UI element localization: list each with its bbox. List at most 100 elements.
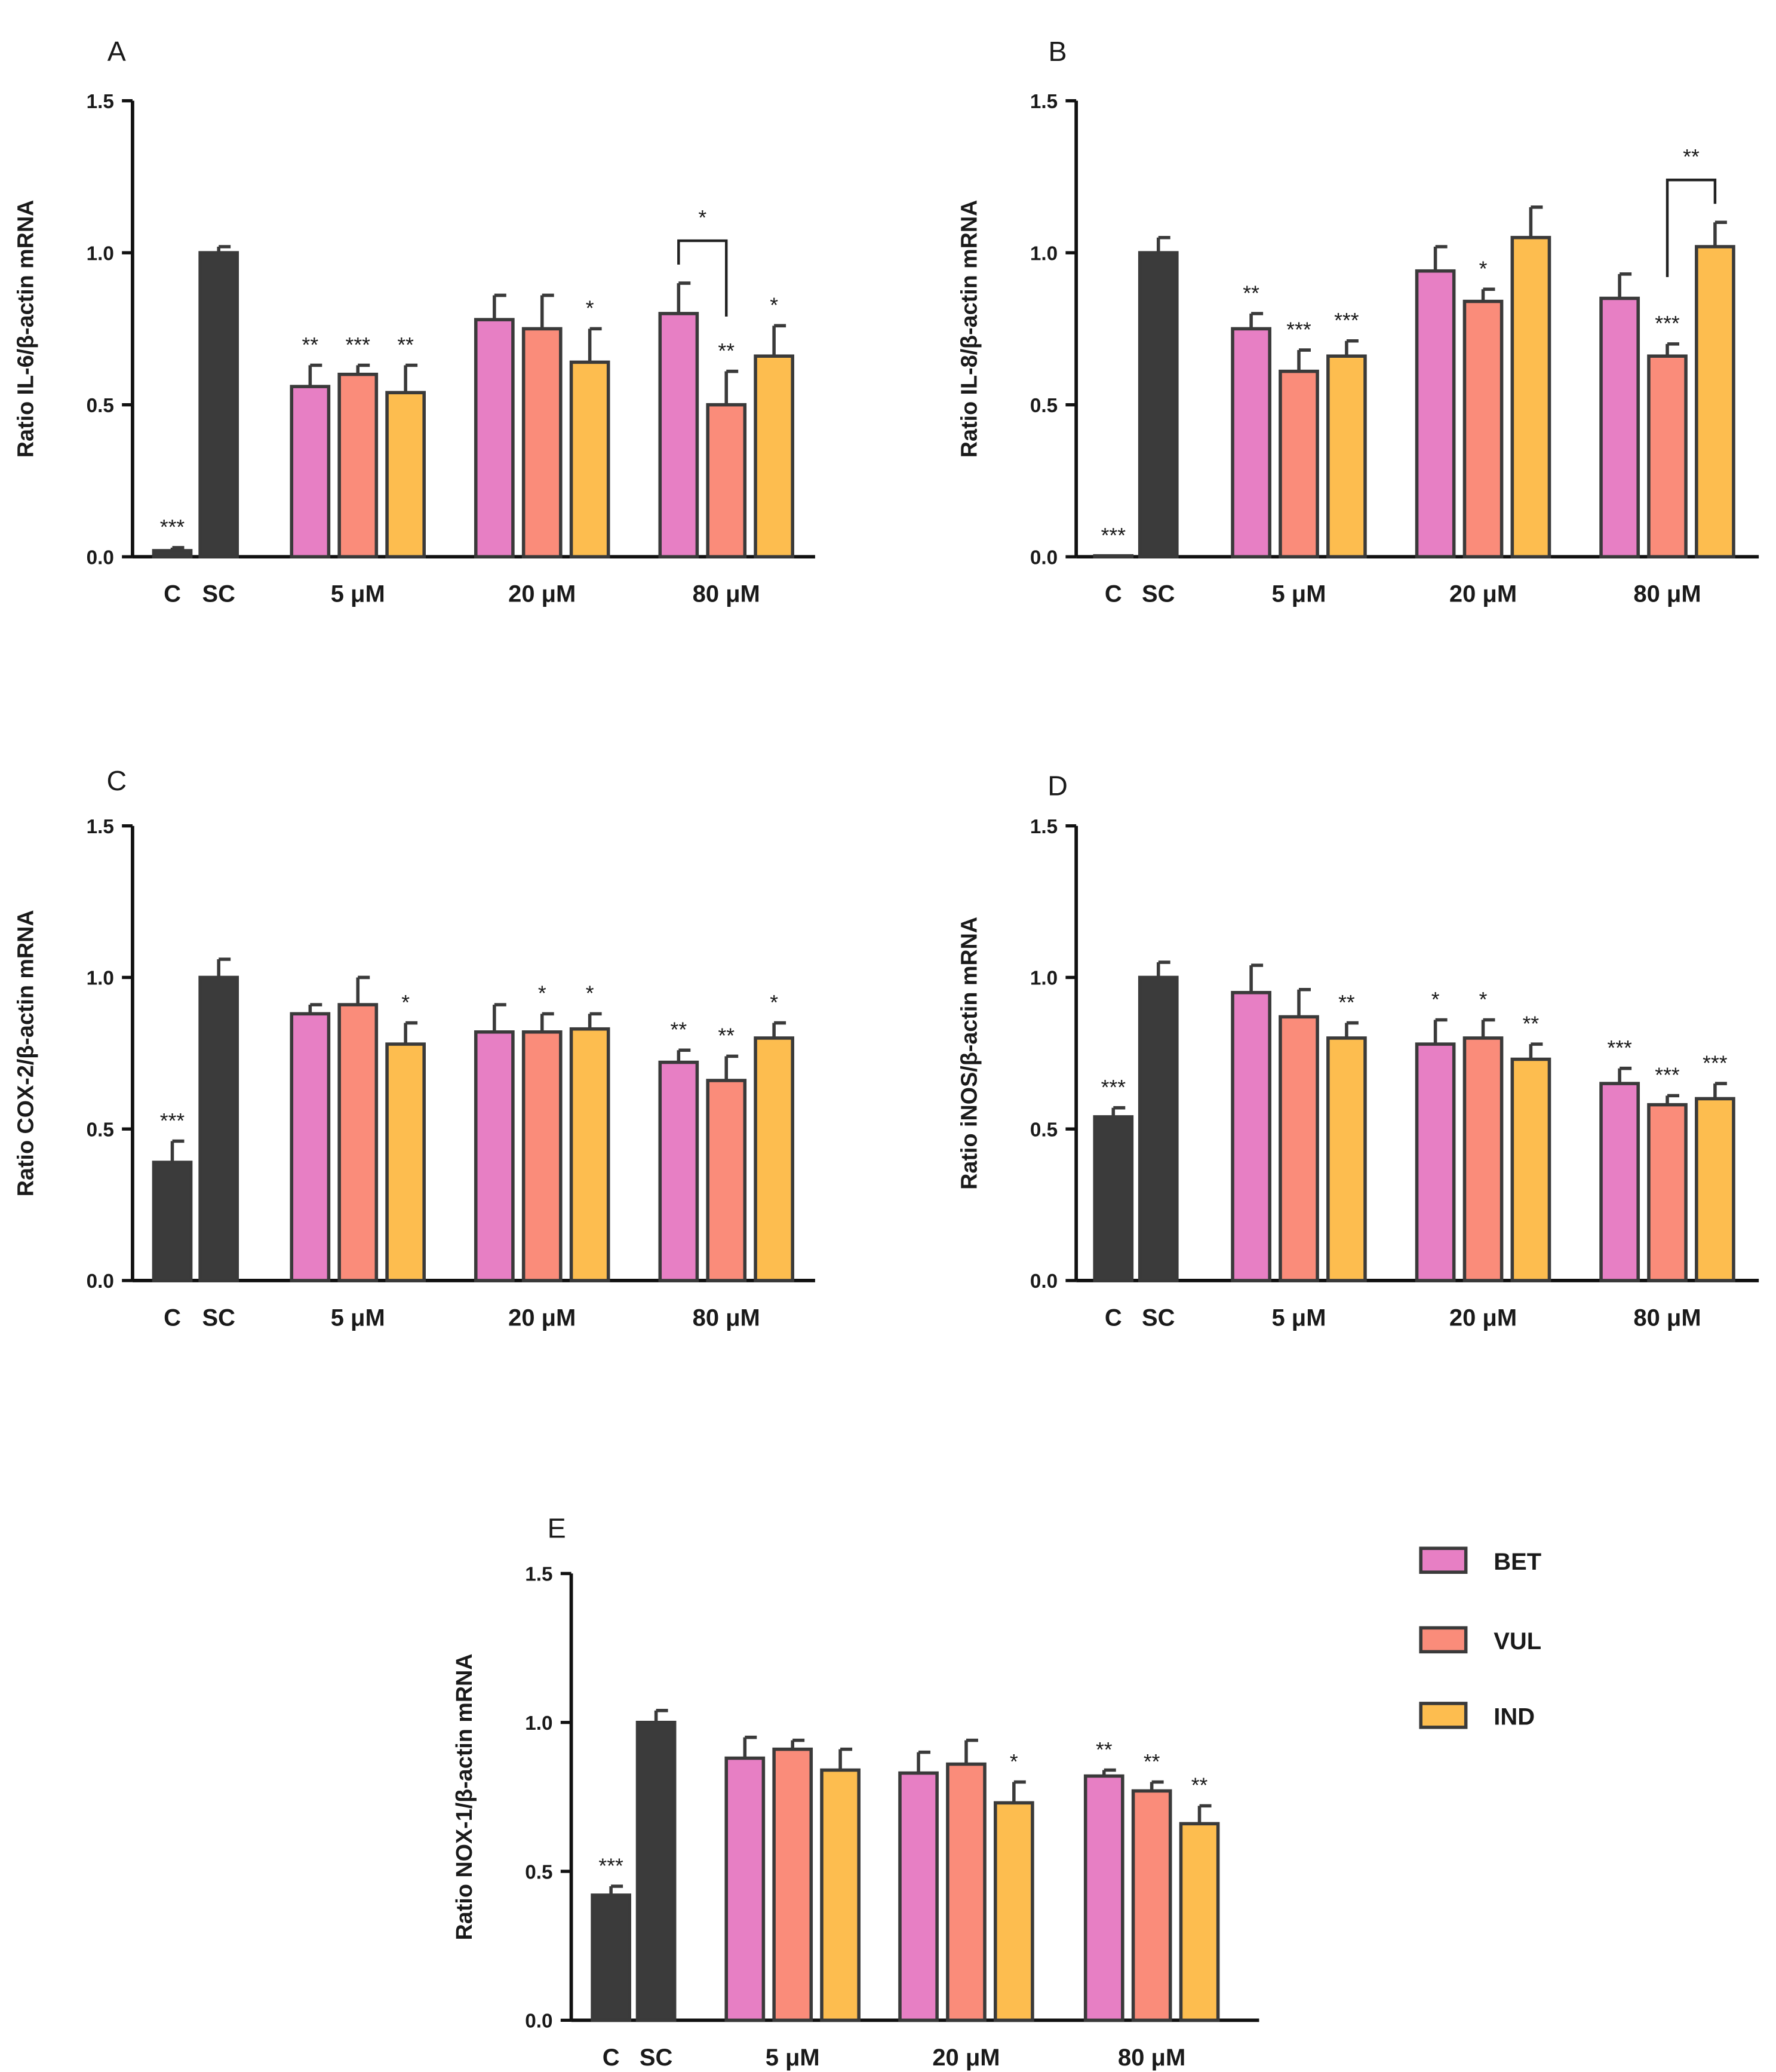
bar-vul <box>1462 299 1504 558</box>
bar-ind <box>1695 1097 1735 1282</box>
significance-label: *** <box>1334 309 1359 333</box>
bar-bet <box>658 1060 699 1282</box>
legend-label: VUL <box>1494 1628 1541 1654</box>
bar-vul <box>946 1762 987 2022</box>
bar-ind <box>569 360 610 558</box>
significance-label: ** <box>1096 1738 1113 1761</box>
significance-label: ** <box>302 333 319 357</box>
x-tick-label: SC <box>202 1304 235 1331</box>
bar-bet <box>724 1756 766 2022</box>
x-tick-label: 20 μM <box>508 581 576 607</box>
y-axis-label: Ratio iNOS/β-actin mRNA <box>957 917 982 1190</box>
significance-label: * <box>770 990 778 1014</box>
significance-label: *** <box>160 515 185 539</box>
bar-ind <box>1510 235 1551 558</box>
bar-bet <box>474 1030 515 1282</box>
panel-letter: B <box>1049 36 1067 67</box>
y-tick-label: 0.5 <box>1030 1119 1058 1141</box>
significance-label: *** <box>1101 523 1126 547</box>
bar-ind <box>1326 354 1367 558</box>
bar-bet <box>898 1771 939 2022</box>
y-tick-label: 1.0 <box>1030 242 1058 265</box>
panel-letter: C <box>106 765 127 796</box>
y-tick-label: 0.5 <box>87 1119 114 1141</box>
bar-ind <box>569 1027 610 1282</box>
bar-control-sc <box>198 975 239 1282</box>
significance-label: * <box>770 293 778 317</box>
y-tick-label: 1.5 <box>1030 816 1058 838</box>
significance-label: *** <box>160 1109 185 1132</box>
significance-label: *** <box>1655 312 1680 336</box>
x-tick-label: 80 μM <box>1633 581 1701 607</box>
significance-label: *** <box>346 333 371 357</box>
y-tick-label: 1.5 <box>87 91 114 113</box>
bar-bet <box>1599 296 1640 558</box>
x-tick-label: C <box>164 1304 181 1331</box>
x-tick-label: 20 μM <box>1449 581 1517 607</box>
bar-ind <box>385 391 426 558</box>
x-tick-label: SC <box>1142 1304 1175 1331</box>
x-tick-label: SC <box>202 581 235 607</box>
x-tick-label: 80 μM <box>693 1304 760 1331</box>
legend-swatch-bet <box>1419 1546 1468 1574</box>
x-tick-label: 20 μM <box>508 1304 576 1331</box>
significance-label: * <box>1479 257 1488 281</box>
significance-label: ** <box>718 1024 735 1048</box>
bar-vul <box>521 1030 563 1282</box>
significance-label: ** <box>1144 1749 1160 1773</box>
bar-bet <box>1599 1082 1640 1282</box>
bar-bet <box>290 385 331 558</box>
significance-label: *** <box>1286 318 1311 342</box>
significance-label: * <box>401 990 410 1014</box>
bar-ind <box>1695 245 1735 558</box>
panel-letter: D <box>1047 771 1068 802</box>
legend-swatch-ind <box>1419 1702 1468 1729</box>
bar-ind <box>820 1768 861 2022</box>
panel-letter: A <box>107 36 126 67</box>
y-tick-label: 1.5 <box>525 1564 552 1586</box>
x-tick-label: SC <box>1142 581 1175 607</box>
y-tick-label: 0.0 <box>87 1270 114 1293</box>
bar-control-sc <box>1138 975 1179 1282</box>
y-tick-label: 0.0 <box>1030 547 1058 569</box>
bar-control-c <box>152 549 193 558</box>
bracket-significance-label: ** <box>1683 145 1700 169</box>
bar-vul <box>1131 1789 1172 2022</box>
legend: BET VUL IND <box>1419 1546 1541 1730</box>
y-axis-label: Ratio COX-2/β-actin mRNA <box>13 910 38 1196</box>
bar-bet <box>1415 269 1456 558</box>
legend-label: BET <box>1494 1549 1541 1575</box>
significance-label: ** <box>718 339 735 363</box>
bar-ind <box>993 1801 1034 2022</box>
bar-vul <box>337 1003 379 1282</box>
significance-label: *** <box>598 1854 623 1878</box>
x-tick-label: C <box>164 581 181 607</box>
y-tick-label: 1.0 <box>87 968 114 990</box>
y-tick-label: 0.0 <box>1030 1270 1058 1293</box>
bar-ind <box>1326 1036 1367 1282</box>
x-tick-label: SC <box>640 2045 672 2071</box>
bar-control-c <box>591 1893 631 2022</box>
significance-label: * <box>1010 1749 1018 1773</box>
x-tick-label: C <box>1105 581 1122 607</box>
y-axis-label: Ratio IL-8/β-actin mRNA <box>957 200 982 458</box>
significance-label: *** <box>1703 1051 1728 1075</box>
y-tick-label: 1.0 <box>525 1712 552 1735</box>
significance-label: * <box>586 981 594 1005</box>
bar-vul <box>706 1079 747 1282</box>
bar-ind <box>754 354 794 558</box>
bar-bet <box>474 318 515 558</box>
y-tick-label: 0.5 <box>525 1861 552 1883</box>
y-tick-label: 1.5 <box>87 816 114 838</box>
x-tick-label: 20 μM <box>932 2045 1000 2071</box>
legend-label: IND <box>1494 1703 1535 1730</box>
x-tick-label: 80 μM <box>1633 1304 1701 1331</box>
y-tick-label: 0.0 <box>525 2010 552 2033</box>
x-tick-label: 5 μM <box>331 581 385 607</box>
